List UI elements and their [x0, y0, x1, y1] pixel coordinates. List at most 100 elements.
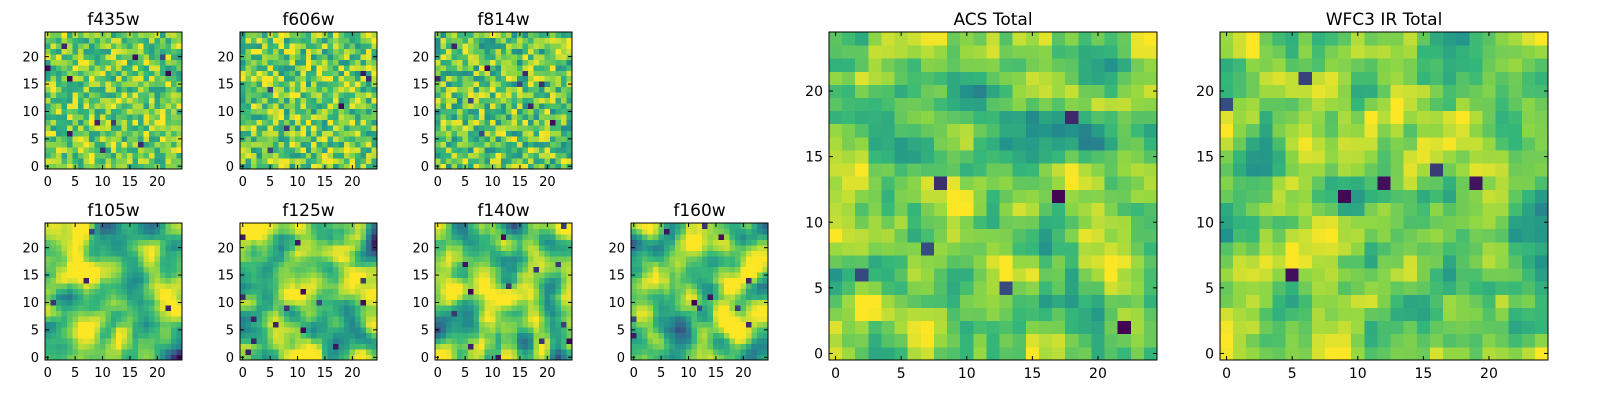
heatmap-cell [250, 158, 257, 164]
heatmap-cell [685, 261, 692, 268]
heatmap-cell [544, 147, 551, 153]
heatmap-cell [311, 136, 318, 142]
heatmap-cell [495, 255, 502, 262]
heatmap-cell [267, 294, 274, 301]
heatmap-cell [88, 103, 95, 110]
heatmap-cell [489, 42, 496, 49]
heatmap-cell [473, 97, 480, 104]
heatmap-cell [907, 333, 922, 348]
heatmap-cell [451, 32, 458, 38]
heatmap-cell [511, 228, 518, 235]
heatmap-cell [435, 349, 441, 355]
heatmap-cell [366, 136, 372, 142]
heatmap-cell [456, 125, 463, 132]
heatmap-cell [72, 114, 79, 121]
heatmap-cell [160, 152, 166, 159]
heatmap-cell [473, 250, 480, 257]
heatmap-cell [240, 310, 246, 317]
heatmap-cell [355, 277, 361, 284]
heatmap-cell [1025, 268, 1040, 282]
heatmap-cell [94, 163, 101, 170]
heatmap-cell [165, 272, 172, 279]
heatmap-cell [484, 64, 491, 71]
heatmap-cell [1104, 241, 1119, 256]
heatmap-cell [647, 250, 654, 257]
heatmap-cell [478, 48, 485, 55]
heatmap-cell [691, 338, 698, 344]
heatmap-cell [467, 283, 474, 290]
heatmap-cell [94, 64, 101, 71]
heatmap-cell [294, 158, 301, 164]
heatmap-cell [550, 294, 556, 301]
heatmap-cell [1025, 215, 1040, 230]
heatmap-cell [539, 86, 545, 93]
heatmap-cell [881, 268, 895, 282]
heatmap-cell [45, 261, 51, 268]
heatmap-cell [160, 114, 166, 121]
heatmap-cell [256, 92, 263, 99]
heatmap-cell [278, 48, 285, 55]
heatmap-cell [724, 239, 731, 246]
panel-6-image [435, 223, 573, 361]
heatmap-cell [327, 152, 334, 159]
heatmap-cell [72, 316, 79, 323]
heatmap-cell [261, 158, 268, 164]
heatmap-cell [322, 343, 329, 350]
heatmap-cell [511, 32, 518, 38]
heatmap-cell [110, 349, 117, 355]
heatmap-cell [154, 299, 161, 306]
heatmap-cell [366, 158, 372, 164]
heatmap-cell [533, 86, 540, 93]
heatmap-cell [435, 255, 441, 262]
heatmap-cell [920, 281, 935, 295]
heatmap-cell [740, 327, 747, 333]
heatmap-cell [143, 332, 150, 339]
heatmap-cell [160, 321, 166, 328]
heatmap-cell [511, 288, 518, 295]
heatmap-cell [462, 327, 469, 333]
heatmap-cell [250, 223, 257, 229]
heatmap-cell [360, 114, 367, 121]
heatmap-cell [143, 37, 150, 44]
heatmap-cell [511, 92, 518, 99]
y-tick-label: 10 [22, 105, 39, 120]
heatmap-cell [327, 349, 334, 355]
heatmap-cell [322, 136, 329, 142]
heatmap-cell [121, 343, 128, 350]
heatmap-cell [116, 59, 123, 66]
heatmap-cell [316, 70, 323, 77]
heatmap-cell [72, 92, 79, 99]
heatmap-cell [94, 294, 101, 301]
heatmap-cell [105, 92, 112, 99]
heatmap-cell [713, 299, 720, 306]
heatmap-cell [517, 332, 524, 339]
heatmap-cell [1104, 281, 1119, 295]
heatmap-cell [61, 354, 68, 361]
heatmap-cell [445, 108, 452, 115]
heatmap-cell [176, 125, 183, 132]
heatmap-cell [154, 294, 161, 301]
heatmap-cell [143, 266, 150, 273]
heatmap-cell [283, 103, 290, 110]
heatmap-cell [154, 48, 161, 55]
heatmap-cell [294, 277, 301, 284]
heatmap-cell [138, 163, 145, 170]
heatmap-cell [462, 321, 469, 328]
heatmap-cell [566, 70, 573, 77]
heatmap-cell [72, 86, 79, 93]
heatmap-cell [999, 346, 1014, 361]
heatmap-cell [868, 176, 882, 190]
heatmap-cell [83, 316, 90, 323]
heatmap-cell [105, 70, 112, 77]
heatmap-cell [539, 147, 545, 153]
heatmap-cell [484, 32, 491, 38]
heatmap-cell [473, 86, 480, 93]
heatmap-cell [451, 141, 458, 148]
heatmap-cell [272, 75, 279, 82]
heatmap-cell [713, 338, 720, 344]
heatmap-cell [1078, 189, 1092, 203]
heatmap-cell [473, 294, 480, 301]
heatmap-cell [1012, 163, 1027, 177]
heatmap-cell [143, 70, 150, 77]
heatmap-cell [855, 307, 869, 322]
